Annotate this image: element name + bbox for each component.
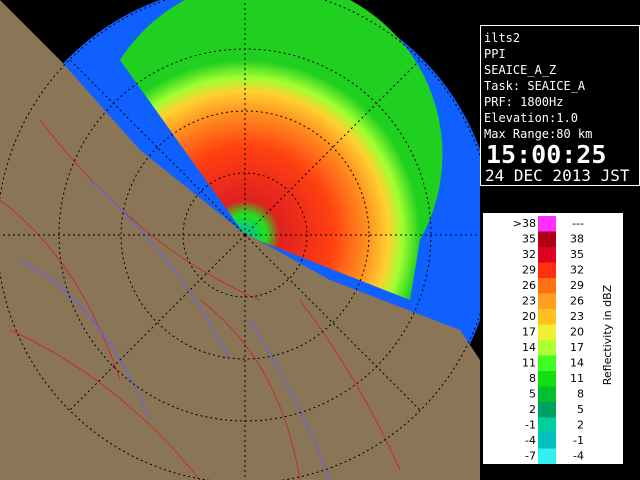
time: 15:00:25 [486, 140, 606, 169]
legend-low: 29 [522, 264, 536, 277]
legend-high: --- [572, 217, 584, 230]
legend-high: 8 [577, 388, 584, 401]
date: 24 DEC 2013 JST [485, 166, 630, 185]
info-line: PRF: 1800Hz [484, 95, 563, 109]
legend-low: 32 [522, 248, 536, 261]
legend-low: 17 [522, 326, 536, 339]
legend-low: -4 [525, 434, 536, 447]
legend-low: 26 [522, 279, 536, 292]
info-line: PPI [484, 47, 506, 61]
rivers [19, 179, 331, 480]
legend-high: 23 [570, 310, 584, 323]
legend-swatch [538, 278, 556, 294]
legend-swatch [538, 340, 556, 356]
legend-high: 17 [570, 341, 584, 354]
legend-high: 38 [570, 233, 584, 246]
legend-low: 5 [529, 388, 536, 401]
info-panel: ilts2 PPI SEAICE_A_Z Task: SEAICE_A PRF: 180… [484, 31, 592, 141]
range-rings [0, 0, 493, 480]
legend-swatch [538, 216, 556, 232]
legend-low: 14 [522, 341, 536, 354]
legend-high: 29 [570, 279, 584, 292]
legend-swatch [538, 247, 556, 263]
legend: >38 --- 35 38 32 35 29 32 26 29 23 26 20 23 17 20 14 17 11… [513, 216, 584, 464]
info-line: Elevation:1.0 [484, 111, 578, 125]
legend-swatch [538, 386, 556, 402]
legend-low: 23 [522, 295, 536, 308]
legend-swatch [538, 371, 556, 387]
legend-high: 32 [570, 264, 584, 277]
info-line: SEAICE_A_Z [484, 63, 556, 77]
radar-map [0, 0, 493, 480]
legend-low: 11 [522, 357, 536, 370]
legend-swatch [538, 402, 556, 418]
legend-swatch [538, 309, 556, 325]
legend-high: 2 [577, 419, 584, 432]
info-line: Task: SEAICE_A [484, 79, 586, 93]
legend-swatch [538, 417, 556, 433]
legend-high: -4 [573, 450, 584, 463]
legend-low: 35 [522, 233, 536, 246]
legend-swatch [538, 231, 556, 247]
legend-high: 26 [570, 295, 584, 308]
legend-high: 11 [570, 372, 584, 385]
legend-high: 14 [570, 357, 584, 370]
legend-low: 20 [522, 310, 536, 323]
legend-low: 8 [529, 372, 536, 385]
legend-low: -1 [525, 419, 536, 432]
legend-swatch [538, 324, 556, 340]
legend-high: -1 [573, 434, 584, 447]
echo-area [120, 0, 443, 300]
legend-high: 35 [570, 248, 584, 261]
borders [0, 119, 401, 480]
legend-title: Reflectivity in dBZ [601, 284, 614, 385]
legend-low: -7 [525, 450, 536, 463]
info-line: ilts2 [484, 31, 520, 45]
legend-swatch [538, 355, 556, 371]
legend-swatch [538, 448, 556, 464]
legend-swatch [538, 433, 556, 449]
info-box [480, 25, 640, 186]
legend-high: 20 [570, 326, 584, 339]
info-line: Max Range:80 km [484, 127, 592, 141]
legend-swatch [538, 262, 556, 278]
legend-high: 5 [577, 403, 584, 416]
legend-swatch [538, 293, 556, 309]
legend-low: >38 [513, 217, 536, 230]
legend-low: 2 [529, 403, 536, 416]
